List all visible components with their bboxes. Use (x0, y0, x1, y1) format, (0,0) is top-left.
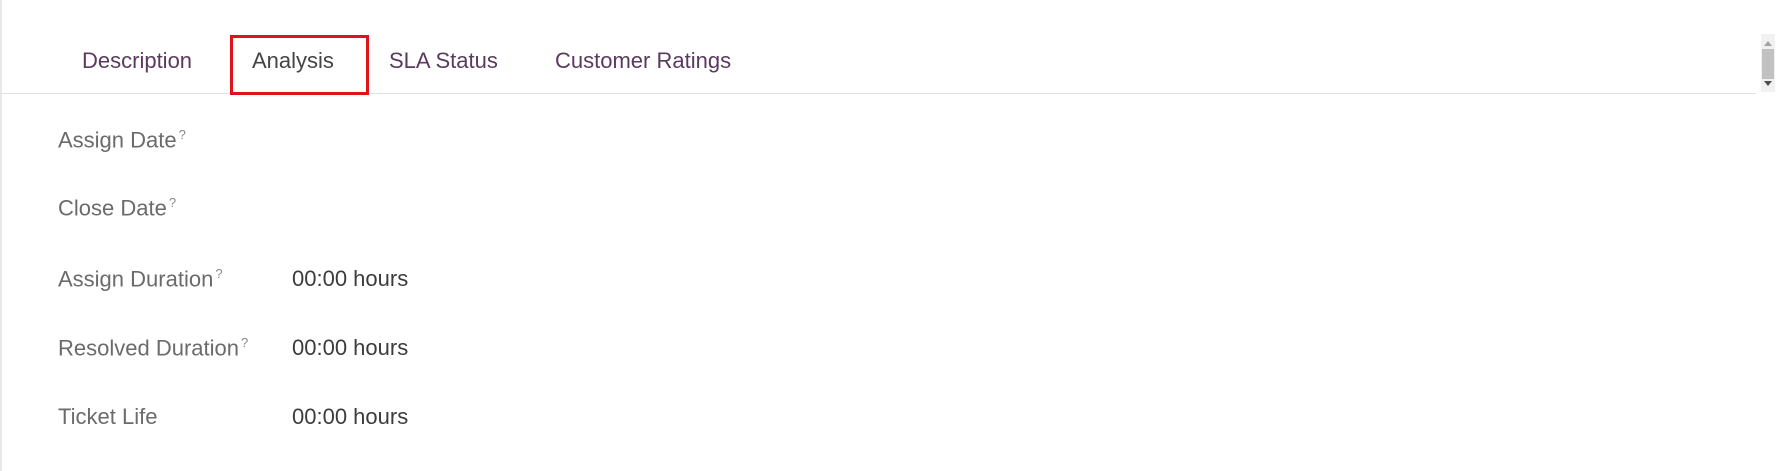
field-label-close-date: Close Date? (58, 195, 176, 221)
assign-duration-value: 00:00 hours (292, 266, 409, 291)
highlight-box (230, 35, 369, 95)
label-text: Resolved Duration (58, 335, 239, 361)
resolved-duration-value: 00:00 hours (292, 335, 409, 360)
scrollbar-thumb[interactable] (1762, 49, 1774, 79)
field-label-assign-duration: Assign Duration? (58, 266, 223, 292)
scrollbar[interactable] (1761, 34, 1775, 92)
label-text: Assign Date (58, 127, 177, 153)
tab-description[interactable]: Description (82, 48, 193, 73)
label-text: Assign Duration (58, 266, 214, 292)
help-icon[interactable]: ? (168, 195, 177, 210)
label-text: Close Date (58, 195, 167, 221)
help-icon[interactable]: ? (215, 266, 223, 281)
field-label-ticket-life: Ticket Life (58, 404, 158, 429)
panel-border (0, 0, 2, 471)
scroll-down-icon[interactable] (1764, 81, 1772, 86)
field-label-resolved-duration: Resolved Duration? (58, 335, 248, 361)
tab-customer-ratings[interactable]: Customer Ratings (555, 48, 732, 73)
tab-sla-status[interactable]: SLA Status (389, 48, 498, 73)
tab-analysis[interactable]: Analysis (252, 48, 334, 73)
tab-bar: Description Analysis SLA Status Customer… (0, 0, 1756, 94)
scroll-up-icon[interactable] (1764, 41, 1772, 46)
help-icon[interactable]: ? (240, 335, 249, 350)
help-icon[interactable]: ? (178, 127, 186, 142)
field-label-assign-date: Assign Date? (58, 127, 186, 153)
ticket-life-value: 00:00 hours (292, 404, 409, 429)
